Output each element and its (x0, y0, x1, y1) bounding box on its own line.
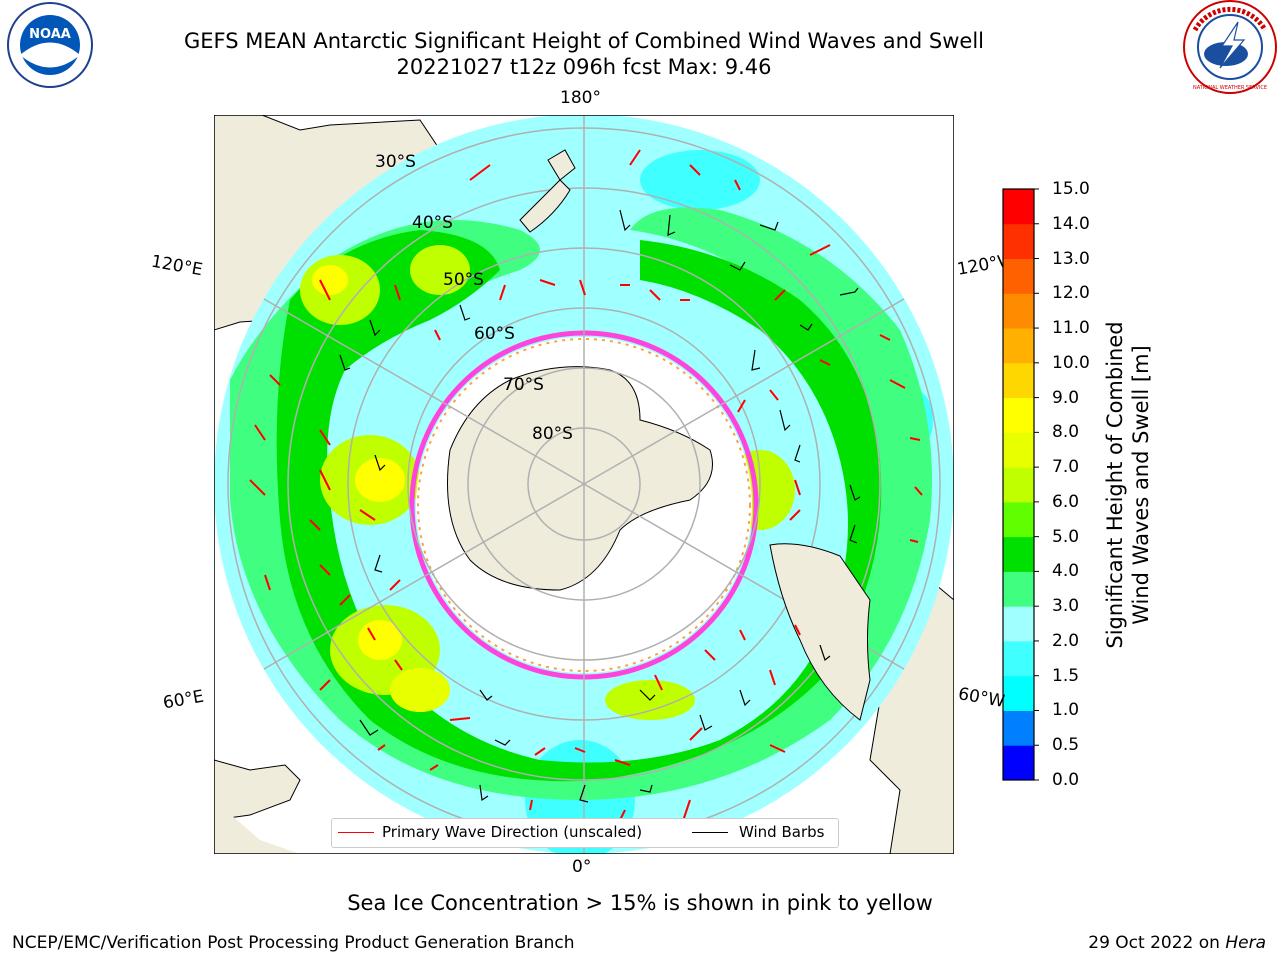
colorbar-tick-label: 4.0 (1052, 561, 1080, 582)
colorbar-segment (1003, 432, 1034, 468)
colorbar-tick-label: 12.0 (1052, 283, 1090, 304)
lat-label-40s: 40°S (412, 213, 453, 233)
colorbar-tick-label: 1.5 (1052, 665, 1080, 686)
colorbar-segment (1003, 258, 1034, 294)
colorbar-segment (1003, 571, 1034, 607)
lon-label-180: 180° (560, 88, 601, 108)
colorbar-segment (1003, 467, 1034, 503)
map-legend: Primary Wave Direction (unscaled) Wind B… (331, 818, 839, 848)
colorbar-segment (1003, 675, 1034, 711)
chart-subtitle: 20221027 t12z 096h fcst Max: 9.46 (396, 55, 772, 79)
footer-credit: NCEP/EMC/Verification Post Processing Pr… (12, 933, 575, 953)
nws-logo: NATIONAL WEATHER SERVICE (1183, 0, 1277, 94)
colorbar-tick-label: 13.0 (1052, 248, 1090, 269)
colorbar-segment (1003, 710, 1034, 746)
footer-machine: Hera (1225, 933, 1266, 953)
lat-label-30s: 30°S (375, 152, 416, 172)
wave-direction-legend-label: Primary Wave Direction (unscaled) (382, 823, 643, 841)
footer-date: 29 Oct 2022 on Hera (1088, 933, 1266, 953)
colorbar-label: Significant Height of Combined Wind Wave… (1103, 321, 1153, 649)
nws-logo-text: NATIONAL WEATHER SERVICE (1193, 85, 1267, 91)
colorbar-tick-label: 10.0 (1052, 352, 1090, 373)
colorbar-segment (1003, 536, 1034, 572)
noaa-logo: NOAA (7, 2, 93, 88)
colorbar-segment (1003, 501, 1034, 538)
colorbar-tick-label: 5.0 (1052, 526, 1080, 547)
colorbar-tick-label: 2.0 (1052, 630, 1080, 651)
wind-barb-swatch (692, 832, 728, 833)
colorbar-tick-label: 0.5 (1052, 735, 1080, 756)
colorbar-segment (1003, 362, 1034, 399)
colorbar-segment (1003, 745, 1034, 781)
colorbar-tick-label: 7.0 (1052, 457, 1080, 478)
colorbar-segment (1003, 189, 1034, 225)
colorbar-tick-label: 0.0 (1052, 770, 1080, 790)
colorbar-tick-label: 8.0 (1052, 422, 1080, 443)
lat-label-50s: 50°S (443, 270, 484, 290)
colorbar-segment (1003, 328, 1034, 364)
colorbar-tick-label: 9.0 (1052, 387, 1080, 408)
noaa-logo-text: NOAA (29, 27, 71, 42)
colorbar-tick-label: 6.0 (1052, 491, 1080, 512)
colorbar-tick-label: 15.0 (1052, 179, 1090, 199)
colorbar-segment (1003, 640, 1034, 677)
colorbar (1002, 188, 1039, 781)
colorbar-segment (1003, 223, 1034, 260)
lat-label-80s: 80°S (532, 424, 573, 444)
colorbar-frame (1002, 188, 1035, 781)
wave-direction-swatch (338, 832, 374, 833)
colorbar-segment (1003, 293, 1034, 329)
lat-label-60s: 60°S (474, 324, 515, 344)
lat-label-70s: 70°S (503, 375, 544, 395)
colorbar-segment (1003, 606, 1034, 642)
sea-ice-note: Sea Ice Concentration > 15% is shown in … (347, 891, 933, 915)
colorbar-tick-label: 11.0 (1052, 318, 1090, 339)
colorbar-segment (1003, 397, 1034, 433)
wind-barb-legend-label: Wind Barbs (739, 823, 825, 841)
lon-label-0: 0° (572, 857, 592, 877)
colorbar-tick-label: 14.0 (1052, 213, 1090, 234)
map-panel (214, 115, 954, 854)
colorbar-tick-label: 1.0 (1052, 700, 1080, 721)
chart-title: GEFS MEAN Antarctic Significant Height o… (183, 29, 985, 53)
colorbar-tick-label: 3.0 (1052, 596, 1080, 617)
